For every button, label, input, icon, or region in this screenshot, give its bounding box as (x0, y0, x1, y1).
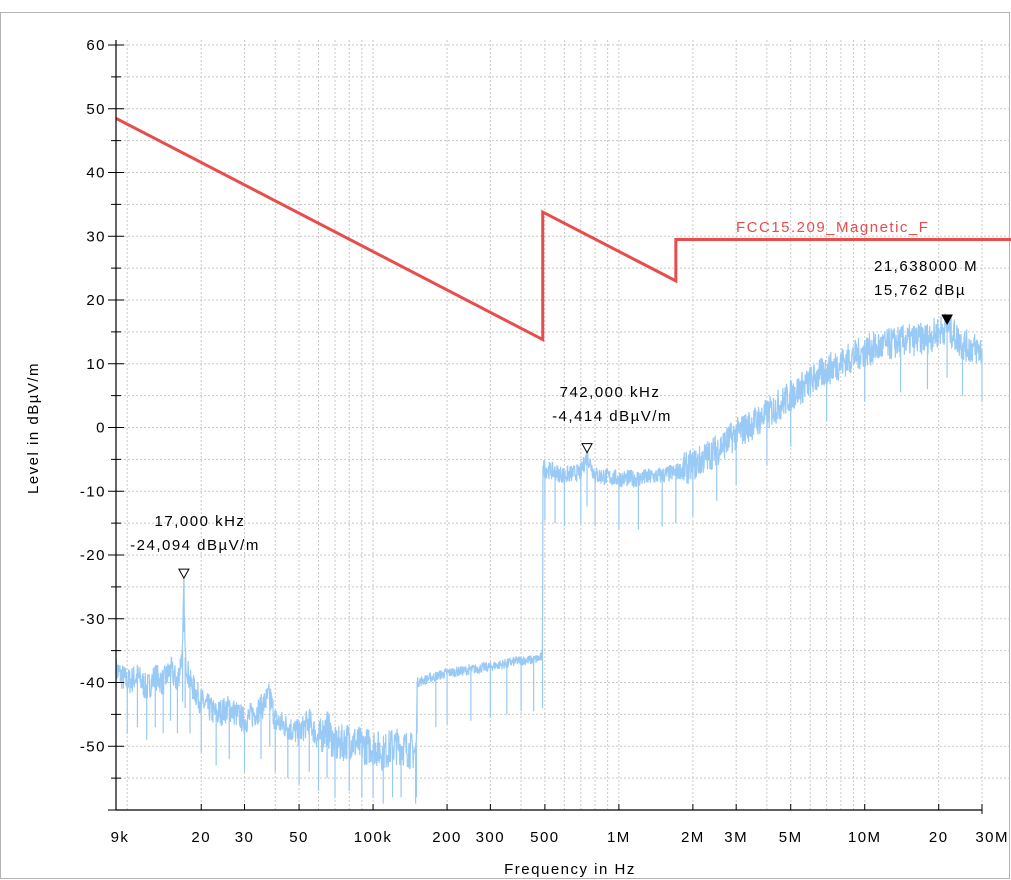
chart-frame (0, 12, 1010, 879)
x-tick-label: 20 (929, 829, 949, 846)
marker-layer: 17,000 kHz -24,094 dBµV/m 742,000 kHz -4,41… (130, 258, 978, 580)
y-tick-label: -30 (80, 611, 106, 628)
axes (108, 40, 983, 814)
x-tick-label: 30 (235, 829, 255, 846)
x-tick-label: 200 (432, 829, 462, 846)
y-axis-title: Level in dBµV/m (25, 362, 42, 494)
marker-level-label: 15,762 dBµ (874, 282, 966, 299)
y-tick-label: 30 (86, 228, 106, 245)
y-tick-label: -10 (80, 483, 106, 500)
marker-level-label: -4,414 dBµV/m (552, 408, 672, 425)
peak-marker-icon (178, 568, 190, 580)
y-tick-label: 0 (96, 420, 106, 437)
marker-frequency-label: 17,000 kHz (155, 513, 246, 530)
y-tick-label: 40 (86, 165, 106, 182)
x-tick-label: 50 (289, 829, 309, 846)
measurement-trace (116, 313, 983, 804)
x-tick-labels: 9k 20 30 50 100k 200 300 500 1M 2M 3M 5M 10M 20 30M (111, 829, 1009, 846)
x-tick-label: 9k (111, 829, 130, 846)
x-tick-label: 1M (607, 829, 631, 846)
y-tick-label: -20 (80, 547, 106, 564)
y-tick-label: -50 (80, 738, 106, 755)
grid-lines (115, 40, 1011, 810)
marker-frequency-label: 742,000 kHz (560, 384, 661, 401)
x-tick-label: 100k (354, 829, 393, 846)
series-layer (116, 116, 1011, 804)
y-tick-label: 20 (86, 292, 106, 309)
x-tick-label: 30M (975, 829, 1009, 846)
peak-marker-filled-icon (941, 314, 953, 326)
x-tick-label: 10M (848, 829, 882, 846)
x-tick-label: 500 (530, 829, 560, 846)
y-tick-label: -40 (80, 675, 106, 692)
peak-marker-icon (581, 443, 593, 454)
y-tick-label: 10 (86, 356, 106, 373)
x-tick-label: 20 (191, 829, 211, 846)
marker-level-label: -24,094 dBµV/m (130, 537, 260, 554)
y-tick-label: 60 (86, 37, 106, 54)
x-tick-label: 2M (681, 829, 705, 846)
y-tick-label: 50 (86, 101, 106, 118)
x-tick-label: 5M (779, 829, 803, 846)
x-tick-label: 300 (476, 829, 506, 846)
y-tick-labels: 60 50 40 30 20 10 0 -10 -20 -30 -40 -50 (80, 37, 106, 755)
x-tick-label: 3M (724, 829, 748, 846)
x-axis-title: Frequency in Hz (504, 861, 636, 878)
limit-line-trace (116, 116, 1011, 342)
marker-frequency-label: 21,638000 M (874, 258, 978, 275)
limit-line-label: FCC15.209_Magnetic_F (736, 219, 929, 236)
